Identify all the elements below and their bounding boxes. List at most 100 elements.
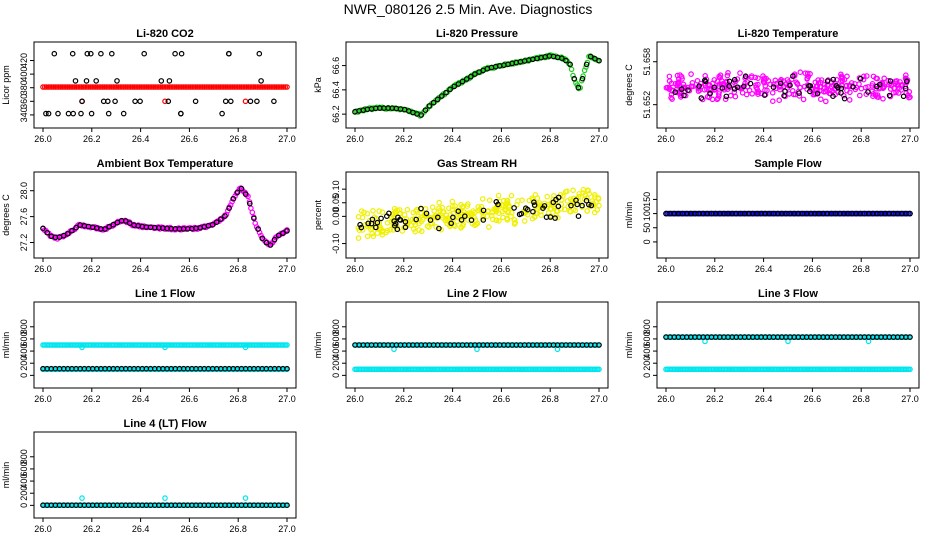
data-point [44, 229, 50, 236]
data-point [212, 84, 218, 90]
data-point [900, 93, 907, 100]
data-point [133, 84, 139, 90]
chart-title: Li-820 Pressure [436, 28, 518, 40]
data-point [120, 110, 127, 117]
x-tick-label: 26.2 [395, 264, 413, 274]
x-tick-label: 27.0 [590, 264, 608, 274]
y-tick-label: 66.2 [331, 105, 341, 123]
data-point [63, 84, 69, 90]
data-point [584, 208, 590, 214]
x-tick-label: 26.8 [229, 264, 247, 274]
x-tick-label: 26.2 [706, 264, 724, 274]
data-point [105, 110, 112, 117]
line-2-flow-panel: Line 2 Flow ml/min 26.0 26.2 26.4 26.6 26.8 27.… [313, 288, 609, 404]
data-point [369, 230, 375, 237]
data-point [397, 210, 404, 217]
data-point [404, 219, 411, 225]
data-point [451, 83, 458, 90]
data-point [423, 210, 430, 217]
y-tick-label: 66.4 [331, 81, 341, 99]
data-point [550, 199, 557, 206]
data-point [275, 232, 282, 239]
y-tick-label: -0.10 [331, 233, 341, 254]
x-tick-label: 26.2 [395, 134, 413, 144]
data-point [558, 55, 565, 62]
data-point [172, 50, 178, 57]
data-point [242, 191, 249, 197]
data-point [365, 220, 372, 227]
y-tick-label: 200 [19, 356, 29, 371]
data-point [422, 107, 429, 114]
data-point [228, 98, 234, 105]
y-tick-label: 800 [642, 319, 652, 334]
data-point [567, 61, 573, 68]
data-point [120, 84, 127, 90]
data-point [234, 189, 241, 196]
y-tick-label: 200 [19, 486, 29, 501]
data-point [790, 73, 796, 79]
data-point [263, 84, 269, 90]
x-tick-label: 26.2 [706, 134, 724, 144]
data-point [685, 87, 691, 94]
y-tick-label: 400 [19, 474, 29, 489]
x-tick-label: 27.0 [278, 264, 296, 274]
data-point [413, 216, 420, 223]
data-point [579, 202, 585, 209]
data-point [824, 78, 831, 84]
data-point [54, 84, 60, 90]
data-point [468, 217, 475, 223]
data-point [199, 84, 206, 90]
data-point [595, 196, 602, 202]
data-point [472, 71, 478, 77]
x-tick-label: 26.8 [541, 264, 559, 274]
data-point [166, 78, 173, 84]
data-point [870, 73, 877, 80]
data-point [70, 110, 77, 117]
data-point [786, 91, 793, 97]
data-point [504, 209, 511, 216]
data-point [364, 233, 371, 240]
data-point [856, 92, 863, 99]
y-tick-label: 380 [19, 80, 29, 95]
x-tick-label: 26.6 [181, 264, 199, 274]
data-point [814, 90, 821, 97]
data-point [434, 215, 440, 222]
y-tick-label: 0.00 [331, 208, 341, 226]
data-point [777, 80, 784, 87]
x-tick-label: 26.6 [804, 134, 822, 144]
data-point [575, 84, 582, 91]
data-point [142, 84, 148, 90]
data-point [221, 84, 227, 90]
data-point [69, 227, 75, 234]
data-point [249, 209, 256, 216]
y-tick-label: 400 [19, 67, 29, 82]
data-point [242, 98, 249, 105]
data-point [422, 213, 428, 219]
data-point [465, 201, 471, 207]
data-point [840, 92, 847, 99]
data-point [434, 214, 441, 221]
data-point [479, 196, 486, 202]
data-point [458, 217, 465, 223]
data-point [887, 86, 894, 92]
x-tick-label: 26.8 [852, 264, 870, 274]
x-tick-label: 26.8 [229, 524, 247, 534]
data-point [716, 93, 722, 99]
data-point [436, 225, 442, 232]
data-point [800, 96, 807, 103]
data-point [571, 75, 578, 82]
data-point [903, 78, 910, 85]
data-point [548, 206, 555, 212]
data-point [707, 90, 713, 97]
data-point [749, 91, 756, 97]
data-point [835, 84, 841, 91]
data-point [215, 84, 222, 90]
data-point [724, 72, 731, 79]
data-point [530, 208, 536, 215]
data-point [495, 201, 501, 208]
y-tick-label: 800 [19, 319, 29, 334]
data-point [698, 95, 705, 101]
x-tick-label: 26.4 [755, 264, 773, 274]
data-point [694, 78, 701, 84]
data-point [531, 214, 538, 220]
